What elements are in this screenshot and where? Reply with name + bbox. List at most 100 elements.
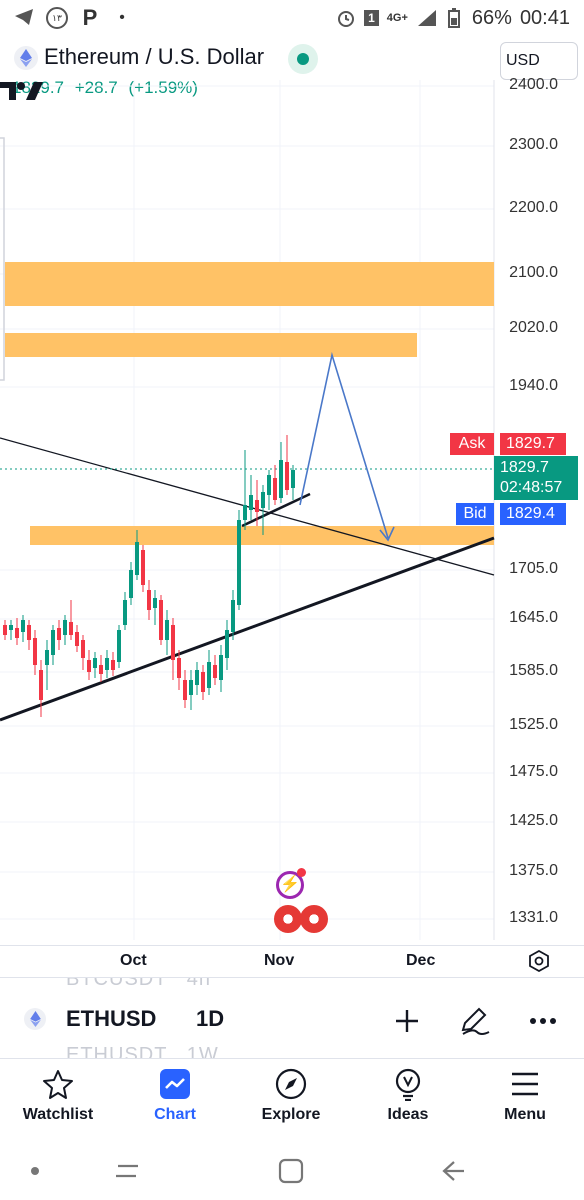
symbol-title[interactable]: Ethereum / U.S. Dollar — [44, 44, 265, 69]
candle-body — [39, 670, 43, 700]
back-button[interactable] — [438, 1156, 468, 1186]
notification-icon: ١٣ — [46, 7, 68, 29]
y-axis-label: 2020.0 — [509, 319, 558, 336]
ask-price: 1829.7 — [500, 433, 566, 455]
candle-body — [147, 590, 151, 610]
nav-watchlist[interactable]: Watchlist — [0, 1066, 116, 1124]
candle-body — [93, 658, 97, 668]
y-axis-label: 2200.0 — [509, 199, 558, 216]
candle-body — [285, 462, 289, 490]
candle-body — [123, 600, 127, 625]
y-axis-label: 2100.0 — [509, 264, 558, 281]
candle-body — [219, 655, 223, 680]
dot-icon: • — [119, 9, 125, 26]
star-icon — [43, 1070, 73, 1099]
us-flag-icon[interactable] — [300, 905, 328, 933]
chart-canvas[interactable] — [0, 80, 584, 940]
candle-body — [225, 630, 229, 658]
bottom-navigation: Watchlist Chart Explore Ideas — [0, 1060, 584, 1138]
symbol-selector[interactable]: ETHUSD — [66, 1006, 157, 1031]
system-navigation-bar — [0, 1140, 584, 1200]
recents-button[interactable] — [112, 1156, 142, 1186]
assistant-dot-button[interactable] — [20, 1156, 50, 1186]
nav-label: Chart — [154, 1106, 196, 1123]
nav-label: Explore — [261, 1106, 321, 1123]
chart-header: Ethereum / U.S. Dollar USD 1829.7 +28.7 … — [0, 36, 584, 106]
y-axis-label: 1375.0 — [509, 862, 558, 879]
candle-body — [231, 600, 235, 632]
plus-icon — [396, 1010, 418, 1032]
y-axis-label: 1705.0 — [509, 560, 558, 577]
p-icon: P — [82, 5, 98, 30]
ascending-trendline — [0, 536, 495, 722]
nav-explore[interactable]: Explore — [233, 1066, 349, 1124]
interval-selector[interactable]: 1D — [196, 1006, 225, 1031]
price-chart[interactable]: 2400.0 2300.0 2200.0 2100.0 2020.0 1940.0 1705… — [0, 76, 584, 940]
sim-icon: 1 — [364, 10, 379, 26]
menu-icon — [512, 1072, 538, 1096]
candle-body — [207, 662, 211, 688]
candle-body — [237, 520, 241, 605]
candle-body — [63, 620, 67, 635]
nav-chart[interactable]: Chart — [117, 1066, 233, 1124]
lightbulb-icon — [395, 1068, 421, 1101]
y-axis-label: 1525.0 — [509, 716, 558, 733]
more-horizontal-icon — [530, 1018, 556, 1024]
chart-icon — [160, 1069, 190, 1099]
candle-body — [9, 625, 13, 630]
nav-label: Menu — [504, 1106, 546, 1123]
y-axis-label: 2300.0 — [509, 136, 558, 153]
candle-body — [135, 542, 139, 575]
candle-body — [189, 680, 193, 695]
tradingview-logo-icon — [0, 82, 43, 100]
x-label-nov: Nov — [264, 952, 295, 969]
y-axis-label: 1940.0 — [509, 377, 558, 394]
us-flag-icon[interactable] — [274, 905, 302, 933]
battery-icon — [444, 8, 464, 28]
more-options-button[interactable] — [526, 1004, 560, 1038]
symbol-toolbar: BTCUSDT 4h ETHUSDT 1W ETHUSD 1D — [0, 977, 584, 1059]
candle-body — [213, 665, 217, 678]
candle-body — [129, 570, 133, 598]
candle-body — [171, 625, 175, 660]
candle-body — [195, 670, 199, 685]
currency-selector[interactable]: USD — [500, 42, 578, 80]
candle-body — [201, 672, 205, 692]
market-open-indicator — [288, 44, 318, 74]
candle-body — [243, 505, 247, 520]
candle-body — [291, 470, 295, 488]
candle-body — [105, 658, 109, 670]
nav-ideas[interactable]: Ideas — [350, 1066, 466, 1124]
last-price-value: 1829.7 — [500, 459, 549, 476]
add-indicator-button[interactable] — [390, 1004, 424, 1038]
dot-icon — [31, 1167, 39, 1175]
projection-arrowhead — [379, 526, 395, 542]
candle-body — [177, 658, 181, 678]
nav-menu[interactable]: Menu — [467, 1066, 583, 1124]
time-axis[interactable]: Oct Nov Dec — [0, 945, 584, 977]
candle-body — [99, 665, 103, 674]
candle-body — [117, 630, 121, 662]
drawing-tools-button[interactable] — [458, 1004, 492, 1038]
ethereum-logo-icon — [14, 46, 38, 70]
bar-countdown: 02:48:57 — [500, 479, 563, 496]
y-axis-label: 1475.0 — [509, 763, 558, 780]
candle-body — [3, 625, 7, 635]
ethereum-logo-icon — [24, 1008, 46, 1030]
candle-body — [273, 478, 277, 500]
candle-body — [183, 680, 187, 700]
signal-icon — [416, 8, 436, 28]
home-button[interactable] — [276, 1156, 306, 1186]
network-icon: 4G+ — [386, 12, 408, 24]
candle-body — [279, 460, 283, 498]
candle-body — [69, 622, 73, 635]
back-arrow-icon — [442, 1161, 464, 1181]
candle-body — [87, 660, 91, 672]
nav-label: Ideas — [387, 1106, 429, 1123]
chart-settings-icon[interactable] — [528, 950, 550, 972]
candle-body — [33, 638, 37, 665]
event-alert-dot — [297, 868, 306, 877]
resistance-zone-lower — [5, 333, 417, 357]
bid-label: Bid — [456, 503, 494, 525]
alarm-icon — [336, 8, 356, 28]
